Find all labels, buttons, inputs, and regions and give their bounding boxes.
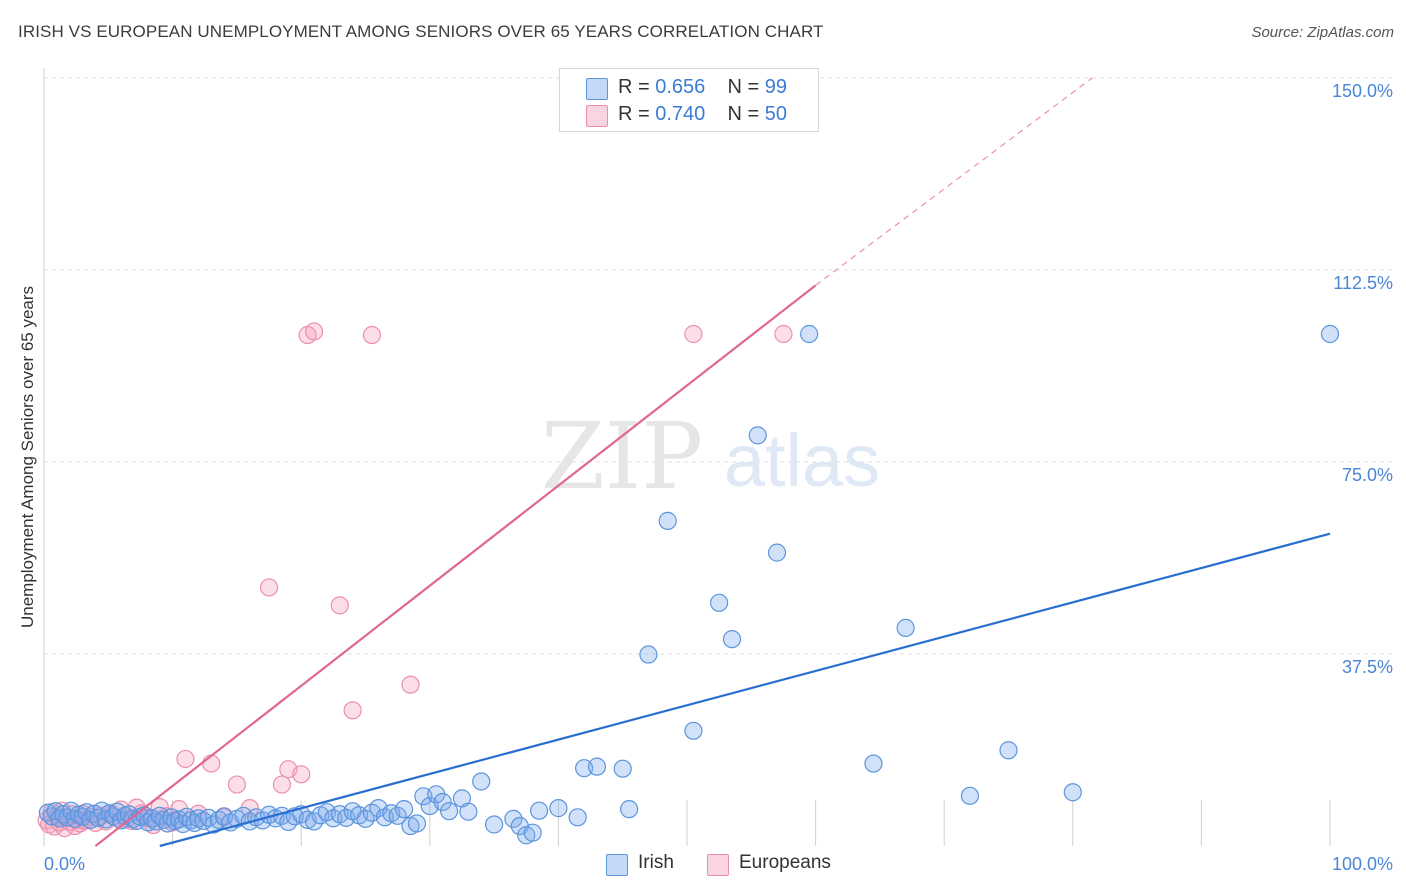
irish-point bbox=[1063, 783, 1082, 802]
irish-point bbox=[209, 810, 228, 829]
irish-point bbox=[684, 721, 703, 740]
watermark: ZIP atlas bbox=[541, 403, 880, 510]
irish-point bbox=[439, 802, 459, 821]
irish-point bbox=[504, 809, 523, 828]
gridlines bbox=[43, 68, 1392, 846]
europeans-point bbox=[227, 775, 246, 794]
source-credit: Source: ZipAtlas.com bbox=[1251, 24, 1394, 41]
irish-swatch bbox=[586, 78, 608, 100]
europeans-point bbox=[292, 765, 311, 784]
irish-point bbox=[658, 511, 677, 530]
irish-point bbox=[388, 806, 407, 825]
europeans-point bbox=[330, 596, 349, 615]
r-value: 0.656 bbox=[655, 76, 706, 98]
r-label: R = bbox=[618, 103, 656, 125]
europeans-trend-line bbox=[94, 284, 817, 847]
irish-point bbox=[639, 645, 658, 664]
irish-point bbox=[1320, 324, 1340, 344]
x-tick-label: 0.0% bbox=[44, 854, 85, 874]
n-label: N = bbox=[727, 103, 765, 125]
y-tick-label: 37.5% bbox=[1342, 657, 1393, 677]
europeans-point bbox=[343, 701, 362, 720]
europeans-point bbox=[774, 324, 793, 344]
irish-point bbox=[530, 801, 549, 820]
trend-lines bbox=[94, 77, 1331, 848]
x-tick-label: 100.0% bbox=[1332, 854, 1393, 874]
irish-point bbox=[549, 799, 568, 818]
europeans-point bbox=[176, 749, 195, 769]
watermark-atlas: atlas bbox=[724, 419, 880, 502]
europeans-point bbox=[304, 322, 324, 341]
r-value: 0.740 bbox=[655, 103, 706, 125]
irish-point bbox=[613, 759, 632, 778]
europeans-swatch bbox=[586, 105, 608, 127]
irish-points bbox=[38, 324, 1340, 845]
irish-point bbox=[394, 800, 414, 819]
irish-point bbox=[960, 786, 980, 805]
irish-legend-swatch bbox=[606, 854, 628, 876]
irish-point bbox=[189, 809, 208, 828]
irish-point bbox=[710, 593, 729, 612]
irish-point bbox=[407, 814, 427, 833]
watermark-zip: ZIP bbox=[541, 403, 703, 510]
irish-point bbox=[620, 800, 639, 819]
irish-point bbox=[587, 757, 607, 776]
y-tick-label: 75.0% bbox=[1342, 465, 1393, 485]
europeans-point bbox=[202, 754, 221, 773]
irish-trend-line bbox=[159, 532, 1331, 848]
r-label: R = bbox=[618, 76, 656, 98]
irish-point bbox=[748, 426, 767, 445]
irish-point bbox=[896, 618, 915, 637]
n-value: 99 bbox=[764, 76, 788, 98]
y-tick-label: 150.0% bbox=[1332, 81, 1393, 101]
n-value: 50 bbox=[764, 103, 788, 125]
irish-point bbox=[523, 823, 542, 842]
irish-point bbox=[722, 630, 742, 649]
irish-point bbox=[999, 741, 1018, 760]
irish-point bbox=[568, 808, 587, 827]
n-label: N = bbox=[727, 76, 765, 98]
tick-labels: 37.5% 75.0% 112.5% 150.0% 0.0% 100.0% bbox=[44, 81, 1393, 874]
europeans-points bbox=[37, 322, 793, 838]
europeans-legend-swatch bbox=[707, 854, 729, 876]
europeans-point bbox=[362, 325, 382, 345]
irish-point bbox=[472, 772, 491, 791]
europeans-point bbox=[272, 775, 292, 794]
legend-label: Europeans bbox=[739, 852, 831, 873]
europeans-point bbox=[684, 324, 703, 344]
irish-point bbox=[800, 324, 819, 344]
irish-point bbox=[433, 792, 452, 812]
irish-point bbox=[485, 815, 504, 834]
legend-label: Irish bbox=[638, 852, 674, 873]
irish-point bbox=[194, 811, 213, 831]
irish-point bbox=[767, 543, 787, 562]
europeans-trend-extension bbox=[815, 77, 1093, 286]
europeans-point bbox=[259, 578, 279, 597]
irish-point bbox=[459, 802, 478, 821]
chart-title: IRISH VS EUROPEAN UNEMPLOYMENT AMONG SEN… bbox=[18, 22, 824, 41]
irish-point bbox=[864, 754, 883, 773]
y-tick-label: 112.5% bbox=[1333, 273, 1393, 293]
correlation-box: R = 0.656 N = 99 R = 0.740 N = 50 bbox=[559, 68, 819, 132]
europeans-point bbox=[401, 675, 420, 694]
